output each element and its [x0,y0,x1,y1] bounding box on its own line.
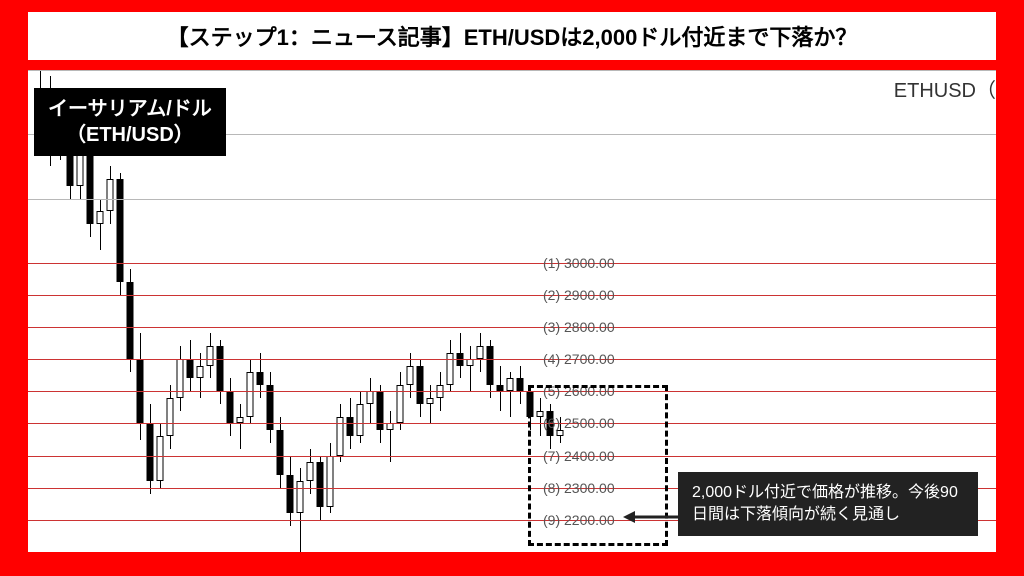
candlestick [147,404,154,494]
candlestick [467,346,474,391]
fib-line [28,295,996,296]
candlestick [337,404,344,462]
candlestick [287,456,294,527]
candlestick [107,166,114,224]
annotation-arrow-icon [623,502,683,532]
candlestick [187,340,194,391]
fib-label: (3) 2800.00 [543,319,615,335]
candlestick [177,346,184,410]
page-title: 【ステップ1：ニュース記事】ETH/USDは2,000ドル付近まで下落か？ [28,12,996,60]
candlestick [97,199,104,250]
pair-badge-line2: （ETH/USD） [48,122,212,148]
candlestick [457,333,464,378]
candlestick [377,385,384,443]
candlestick [227,378,234,436]
fib-line [28,327,996,328]
candlestick [167,385,174,449]
candlestick [477,333,484,372]
candlestick [507,372,514,417]
candlestick [127,269,134,372]
candlestick [517,366,524,405]
fib-label: (4) 2700.00 [543,351,615,367]
fib-line [28,391,996,392]
candlestick [207,333,214,378]
pair-badge: イーサリアム/ドル （ETH/USD） [34,88,226,156]
price-chart: ETHUSD（日足 イーサリアム/ドル （ETH/USD） 2,000ドル付近で… [28,70,996,552]
pair-badge-line1: イーサリアム/ドル [48,96,212,122]
fib-line [28,263,996,264]
grid-line [28,199,996,200]
candlestick [397,372,404,430]
candlestick [217,340,224,404]
candlestick [267,372,274,443]
fib-line [28,423,996,424]
candlestick [447,340,454,391]
candlestick [367,378,374,423]
candlestick [417,359,424,417]
fib-line [28,359,996,360]
candlestick [327,443,334,514]
candlestick [387,411,394,462]
fib-label: (2) 2900.00 [543,287,615,303]
candlestick [297,468,304,552]
forecast-annotation: 2,000ドル付近で価格が推移。今後90日間は下落傾向が続く見通し [678,472,978,537]
candlestick [277,417,284,488]
outer-frame: 【ステップ1：ニュース記事】ETH/USDは2,000ドル付近まで下落か？ ET… [0,0,1024,576]
candlestick [497,366,504,411]
candlestick [357,391,364,442]
grid-line [28,70,996,71]
fib-label: (1) 3000.00 [543,255,615,271]
candlestick [487,340,494,398]
candlestick [237,404,244,449]
fib-line [28,456,996,457]
candlestick [117,173,124,295]
